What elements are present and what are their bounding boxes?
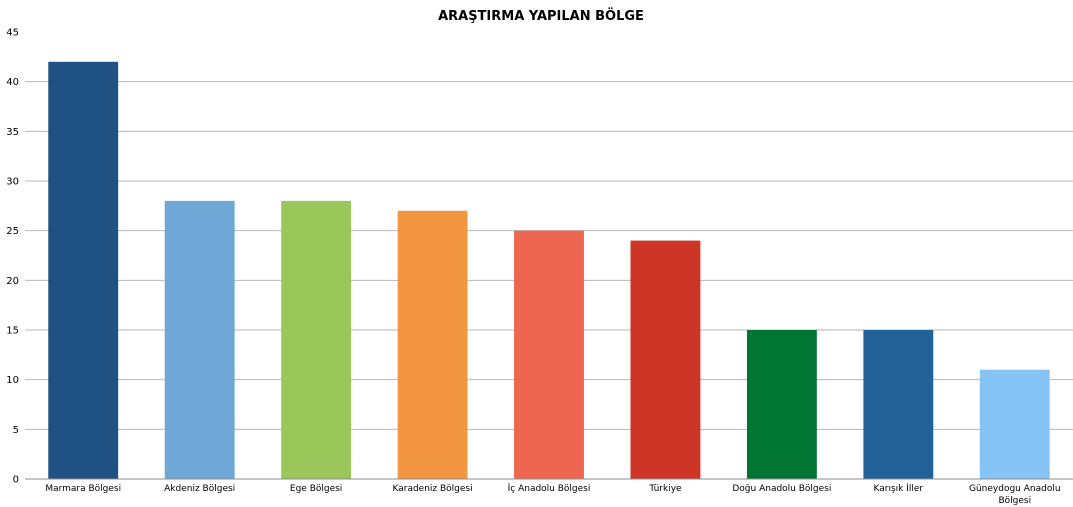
y-axis-ticks: 0 5 10 15 20 25 30 35 40 45 [6,28,19,486]
x-tick-label: Karadeniz Bölgesi [392,484,472,494]
y-tick-label: 20 [6,276,19,287]
bar [48,61,119,480]
bar [630,240,701,479]
y-tick-label: 45 [6,28,19,39]
x-tick-label: Türkiye [648,484,682,494]
y-tick-label: 35 [6,127,19,138]
chart-title: ARAŞTIRMA YAPILAN BÖLGE [438,8,644,24]
x-tick-label: Marmara Bölgesi [45,484,121,494]
x-tick-label: İç Anadolu Bölgesi [508,483,591,494]
y-tick-label: 25 [6,226,19,237]
bar [746,330,817,479]
bar [514,230,584,479]
bar [397,210,468,480]
bar [281,200,352,479]
x-axis-labels: Marmara Bölgesi Akdeniz Bölgesi Ege Bölges… [45,483,1060,506]
bar [979,369,1050,479]
x-tick-label: Ege Bölgesi [290,484,342,494]
x-tick-label: Akdeniz Bölgesi [164,484,235,494]
bars [48,61,1050,480]
y-tick-label: 5 [13,425,19,436]
y-tick-label: 40 [6,77,19,88]
x-tick-label: Karışık İller [874,483,924,494]
y-tick-label: 0 [13,475,19,486]
y-tick-label: 10 [6,375,19,386]
y-tick-label: 15 [6,326,19,337]
x-tick-label: Bölgesi [998,496,1031,506]
x-tick-label: Güneydogu Anadolu [969,484,1061,494]
x-tick-label: Doğu Anadolu Bölgesi [732,484,831,494]
bar [863,330,934,479]
y-tick-label: 30 [6,177,19,188]
bar [164,200,235,479]
